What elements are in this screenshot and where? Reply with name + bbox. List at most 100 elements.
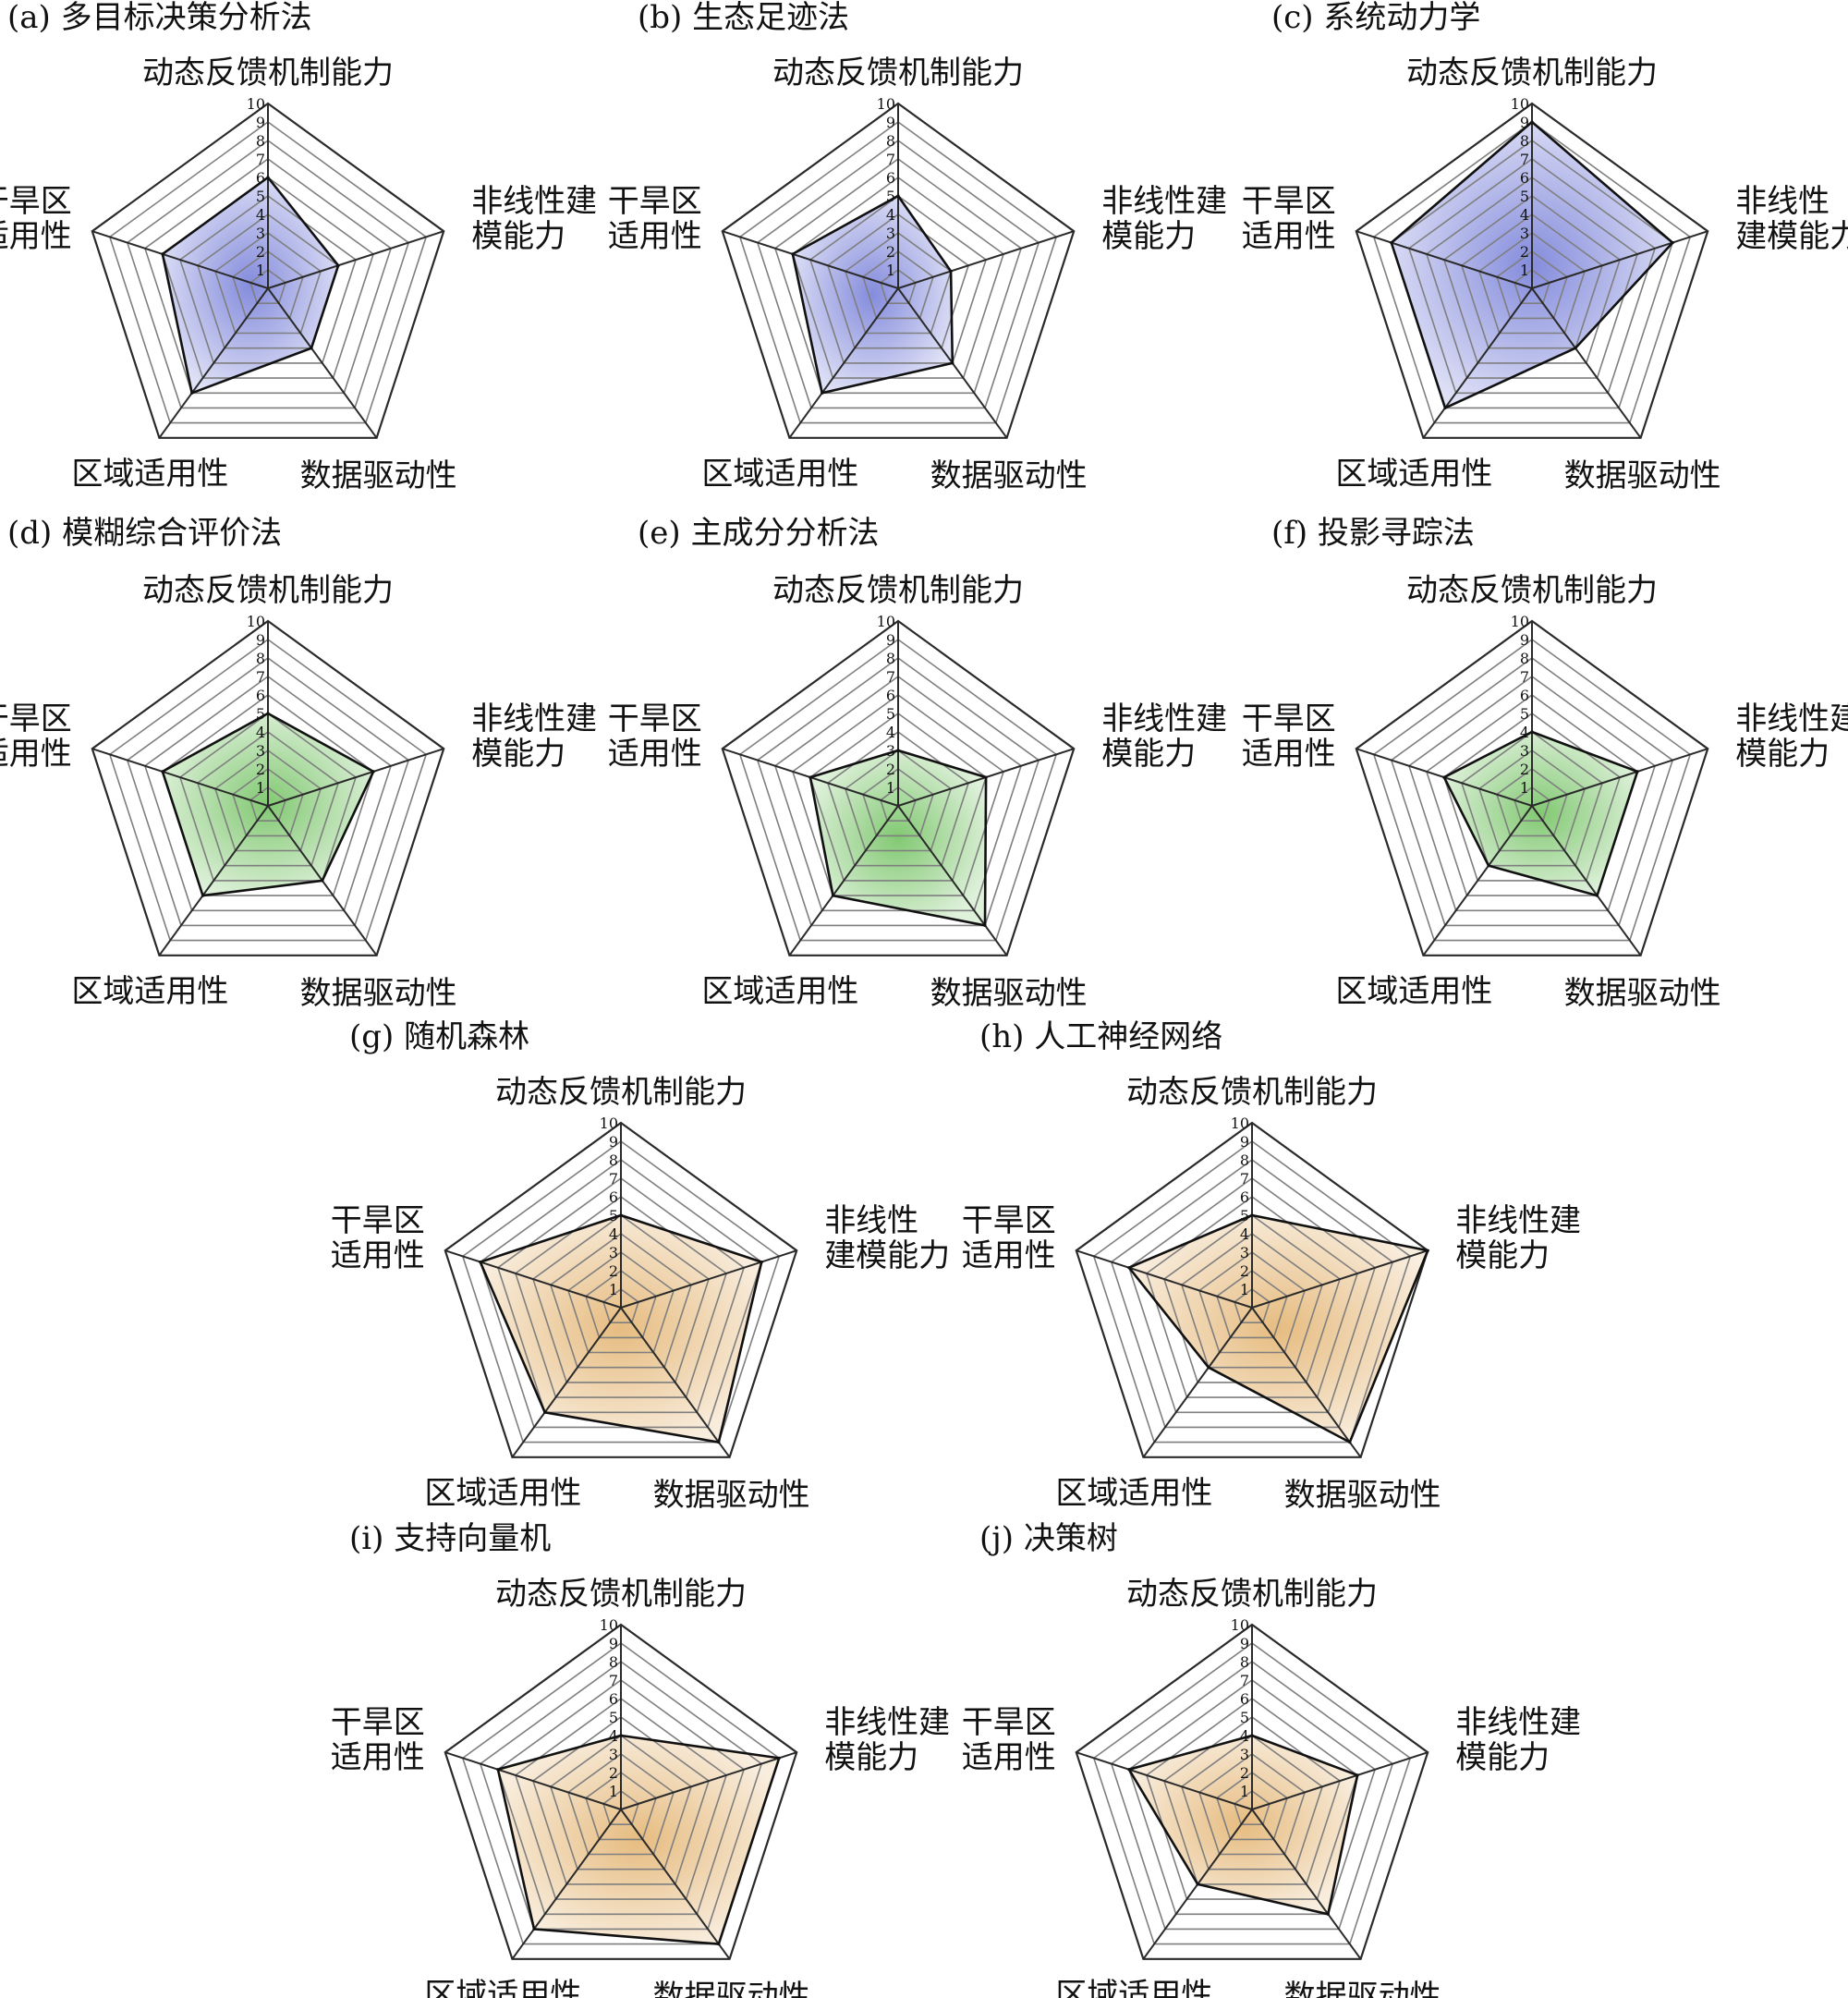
panel-title: (d) 模糊综合评价法 (7, 515, 282, 552)
grid-ring (773, 676, 1023, 912)
axis-spoke (1531, 287, 1642, 439)
axis-label: 干旱区适用性 (608, 701, 702, 773)
axis-label: 动态反馈机制能力 (1406, 572, 1658, 609)
grid-ring (213, 232, 322, 335)
tick-label: 6 (1520, 169, 1529, 187)
data-point (1356, 1773, 1359, 1777)
tick-label: 2 (1240, 1764, 1249, 1782)
grid-ring (1442, 195, 1622, 364)
tick-label: 1 (886, 262, 895, 279)
grid-ring (496, 1177, 746, 1414)
grid-ring (1075, 1121, 1429, 1458)
grid-ring (1425, 177, 1639, 379)
data-point (1530, 730, 1534, 734)
tick-label: 2 (1520, 243, 1529, 261)
tick-label: 3 (886, 742, 895, 760)
axis-label: 区域适用性 (71, 456, 228, 493)
axis-label: 非线性建模能力 (1735, 701, 1848, 773)
panel-title: (a) 多目标决策分析法 (7, 0, 312, 36)
grid-ring (1514, 786, 1550, 822)
data-point (760, 1261, 763, 1264)
grid-ring (143, 676, 393, 912)
data-point (336, 263, 340, 267)
data-point (532, 1927, 536, 1931)
axis-label: 非线性建模能力 (1101, 701, 1227, 773)
grid-ring (1127, 1177, 1377, 1414)
axis-spoke (158, 287, 269, 439)
tick-label: 9 (1240, 1133, 1249, 1151)
tick-label: 10 (877, 613, 895, 630)
tick-label: 1 (1520, 262, 1529, 279)
data-point (949, 269, 953, 274)
axis-spoke (1422, 805, 1533, 956)
tick-label: 3 (609, 1746, 618, 1763)
axis-spoke (722, 230, 899, 289)
grid-ring (1460, 731, 1604, 867)
grid-ring (1127, 1679, 1377, 1916)
tick-label: 6 (256, 687, 265, 704)
grid-ring (808, 195, 988, 364)
grid-ring (1145, 1196, 1359, 1398)
tick-label: 3 (1240, 1244, 1249, 1261)
series-outline (808, 749, 988, 927)
series-outline (496, 1734, 781, 1945)
tick-label: 9 (609, 1635, 618, 1652)
axis-label: 数据驱动性 (930, 975, 1088, 1012)
axis-label: 数据驱动性 (300, 457, 457, 494)
tick-label: 10 (247, 613, 265, 630)
data-point (543, 1410, 547, 1414)
tick-label: 9 (256, 114, 265, 131)
tick-label: 6 (1240, 1188, 1249, 1206)
grid-ring (844, 749, 953, 852)
axis-label: 区域适用性 (424, 1977, 581, 1998)
grid-ring (1162, 1214, 1342, 1383)
axis-label: 非线性建模能力 (1735, 183, 1848, 255)
series-outline (1126, 1734, 1359, 1916)
tick-label: 5 (1520, 188, 1529, 205)
tick-label: 5 (886, 188, 895, 205)
data-point (983, 923, 987, 928)
series-outline (479, 1213, 763, 1444)
tick-label: 2 (609, 1764, 618, 1782)
grid-ring (1390, 140, 1674, 409)
grid-ring (1390, 657, 1674, 927)
axis-spoke (620, 1751, 797, 1810)
grid-ring (602, 1790, 639, 1825)
tick-label: 6 (886, 687, 895, 704)
axis-spoke (1531, 805, 1642, 956)
data-point (496, 1768, 500, 1772)
tick-label: 6 (1240, 1690, 1249, 1708)
tick-label: 1 (609, 1783, 618, 1800)
series-area (809, 750, 987, 926)
tick-label: 4 (609, 1727, 618, 1745)
grid-ring (862, 250, 934, 320)
axis-label: 动态反馈机制能力 (772, 572, 1024, 609)
tick-label: 8 (886, 132, 895, 150)
grid-ring (91, 619, 445, 956)
axis-label: 干旱区适用性 (0, 701, 72, 773)
axis-label: 区域适用性 (1055, 1977, 1212, 1998)
data-point (717, 1943, 721, 1946)
tick-label: 5 (1240, 1709, 1249, 1726)
axis-spoke (267, 287, 378, 439)
grid-ring (791, 177, 1005, 379)
panel-title: (b) 生态足迹法 (638, 0, 849, 36)
grid-ring (1234, 1288, 1270, 1323)
data-point (896, 749, 900, 752)
grid-ring (531, 1214, 711, 1383)
tick-label: 10 (1511, 613, 1529, 630)
data-point (1250, 1213, 1254, 1217)
tick-label: 10 (1231, 1115, 1249, 1132)
tick-label: 6 (609, 1690, 618, 1708)
tick-label: 4 (256, 724, 265, 741)
series-outline (161, 712, 375, 897)
grid-ring (566, 1753, 675, 1856)
tick-label: 2 (609, 1262, 618, 1280)
tick-label: 1 (256, 779, 265, 797)
tick-label: 7 (609, 1672, 618, 1689)
tick-label: 3 (886, 225, 895, 242)
